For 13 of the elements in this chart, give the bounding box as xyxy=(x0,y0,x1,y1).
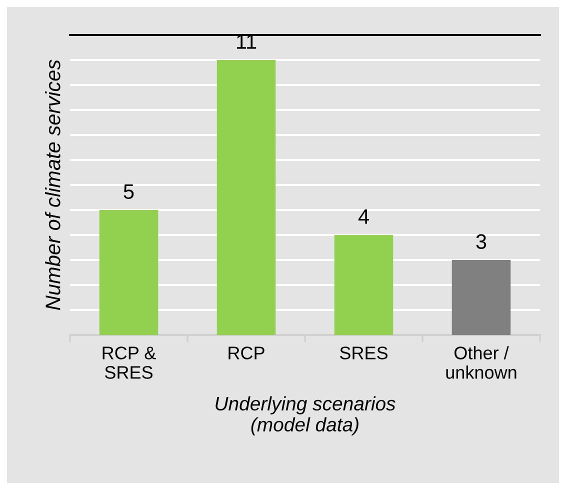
x-tick-label: RCP xyxy=(228,346,264,360)
bar xyxy=(334,235,394,335)
x-axis-title: Underlying scenarios (model data) xyxy=(216,396,396,436)
data-label: 5 xyxy=(124,184,134,199)
x-tick-label: Other / unknown xyxy=(446,346,516,379)
y-axis-title: Number of climate services xyxy=(45,60,60,310)
x-tick-label: SRES xyxy=(340,346,388,360)
data-label: 3 xyxy=(476,234,486,249)
data-label: 4 xyxy=(358,209,369,224)
bar xyxy=(99,210,158,335)
bar xyxy=(216,60,276,335)
bar xyxy=(452,260,511,335)
x-tick-label: RCP & SRES xyxy=(102,346,156,379)
